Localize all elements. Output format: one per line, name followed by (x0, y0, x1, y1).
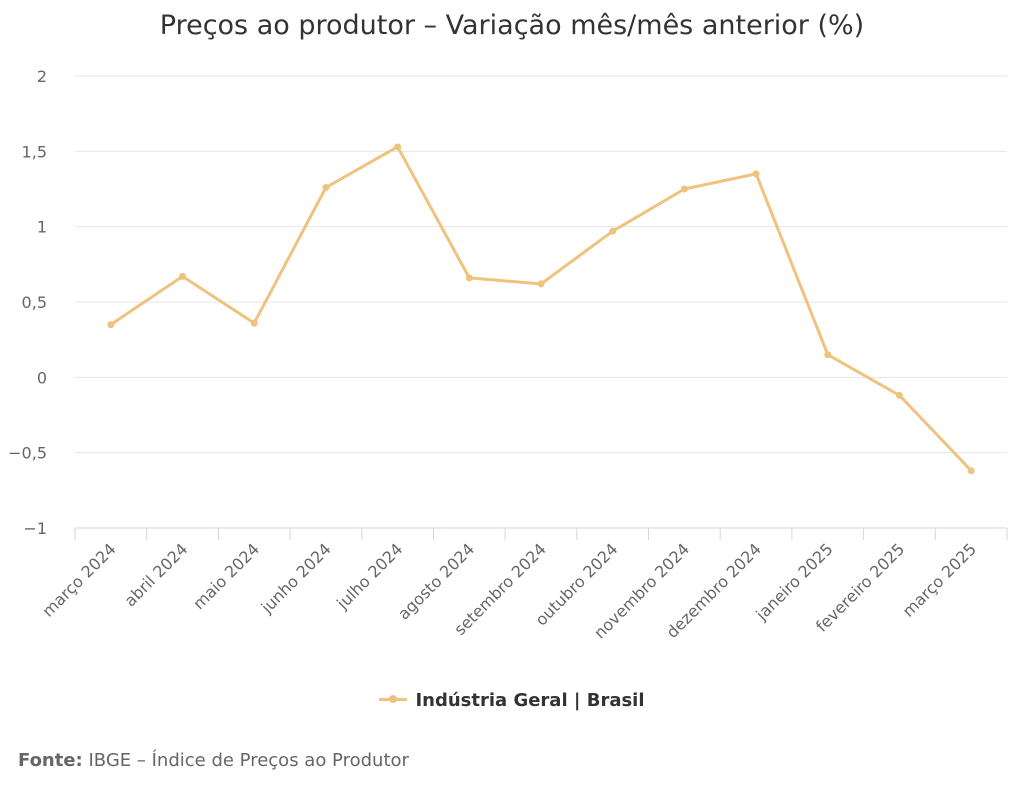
source-note: Fonte: IBGE – Índice de Preços ao Produt… (18, 750, 409, 771)
x-tick-label: março 2025 (899, 539, 980, 620)
data-point[interactable] (680, 185, 688, 193)
x-tick-label: julho 2024 (332, 539, 406, 613)
y-tick-label: 0 (37, 368, 47, 387)
data-point[interactable] (465, 274, 473, 282)
x-tick-label: março 2024 (38, 539, 119, 620)
data-point[interactable] (752, 170, 760, 178)
data-point[interactable] (967, 467, 975, 475)
x-tick-label: abril 2024 (120, 539, 191, 610)
y-tick-label: 0,5 (22, 293, 47, 312)
data-point[interactable] (250, 319, 258, 327)
line-chart: 2 1,5 1 0,5 0 −0,5 −1 março 2024 abril 2024maio… (8, 67, 1008, 642)
x-tick-label: junho 2024 (257, 539, 335, 617)
source-text: IBGE – Índice de Preços ao Produtor (88, 750, 409, 771)
data-point[interactable] (609, 227, 617, 235)
data-point[interactable] (322, 183, 330, 191)
y-tick-label: 1,5 (22, 142, 47, 161)
legend-series-label: Indústria Geral | Brasil (415, 690, 645, 711)
x-tick-label: maio 2024 (189, 539, 263, 613)
y-tick-label: −1 (23, 519, 47, 538)
data-point[interactable] (537, 280, 545, 288)
y-tick-label: 1 (37, 218, 47, 237)
data-point[interactable] (824, 351, 832, 359)
series-line (109, 145, 973, 473)
y-tick-label: 2 (37, 67, 47, 86)
source-label: Fonte: (18, 750, 83, 771)
data-point[interactable] (895, 391, 903, 399)
data-point[interactable] (107, 321, 115, 329)
chart-title: Preços ao produtor – Variação mês/mês an… (159, 10, 865, 41)
legend[interactable]: Indústria Geral | Brasil (0, 690, 1024, 711)
legend-line-marker-icon (379, 694, 408, 703)
y-tick-label: −0,5 (8, 444, 47, 463)
data-point[interactable] (394, 143, 402, 151)
data-point[interactable] (179, 272, 187, 280)
